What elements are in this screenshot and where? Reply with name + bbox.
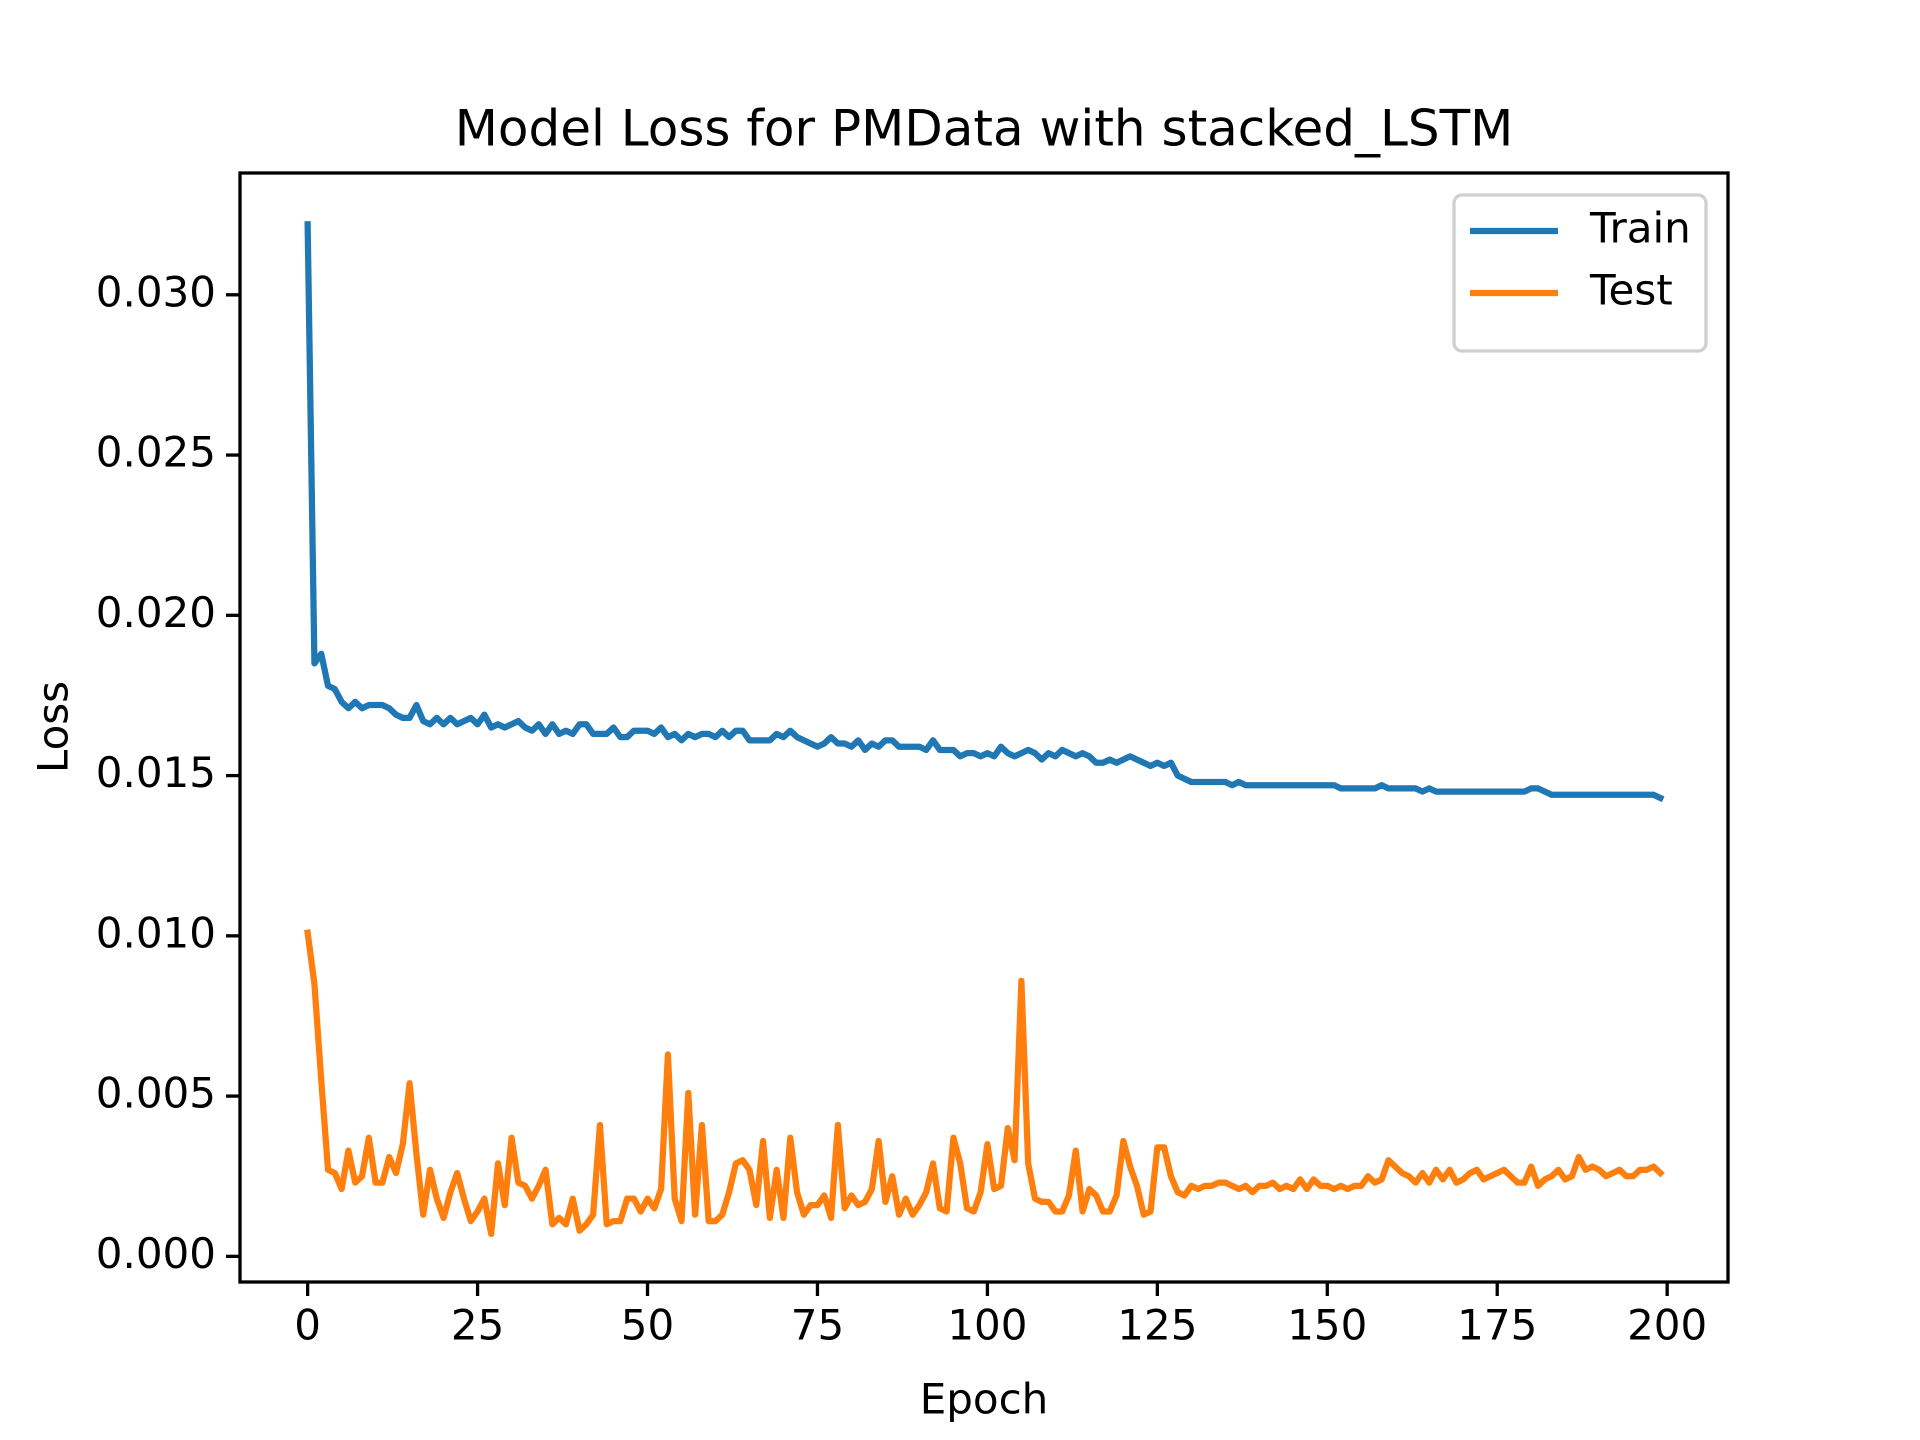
y-tick-label: 0.010 [96,908,216,957]
y-tick-label: 0.030 [96,267,216,316]
x-tick-label: 75 [791,1301,844,1350]
x-tick-label: 50 [621,1301,674,1350]
y-tick-label: 0.025 [96,428,216,477]
x-tick-label: 0 [294,1301,321,1350]
x-tick-label: 125 [1117,1301,1197,1350]
axes-frame [238,171,1730,1284]
legend-label: Test [1589,266,1673,315]
chart-title: Model Loss for PMData with stacked_LSTM [455,100,1514,158]
x-axis-label: Epoch [920,1375,1049,1424]
y-tick-label: 0.005 [96,1069,216,1118]
y-tick-label: 0.020 [96,588,216,637]
y-tick-label: 0.000 [96,1229,216,1278]
y-tick-label: 0.015 [96,748,216,797]
x-tick-label: 25 [451,1301,504,1350]
series-line [304,929,1665,1238]
x-tick-label: 175 [1457,1301,1537,1350]
x-tick-label: 200 [1627,1301,1707,1350]
x-tick-label: 100 [947,1301,1027,1350]
x-tick-label: 150 [1287,1301,1367,1350]
series-line [304,221,1665,803]
y-axis-label: Loss [29,681,78,773]
legend-label: Train [1589,204,1691,253]
